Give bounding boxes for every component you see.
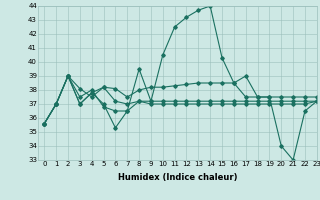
X-axis label: Humidex (Indice chaleur): Humidex (Indice chaleur): [118, 173, 237, 182]
